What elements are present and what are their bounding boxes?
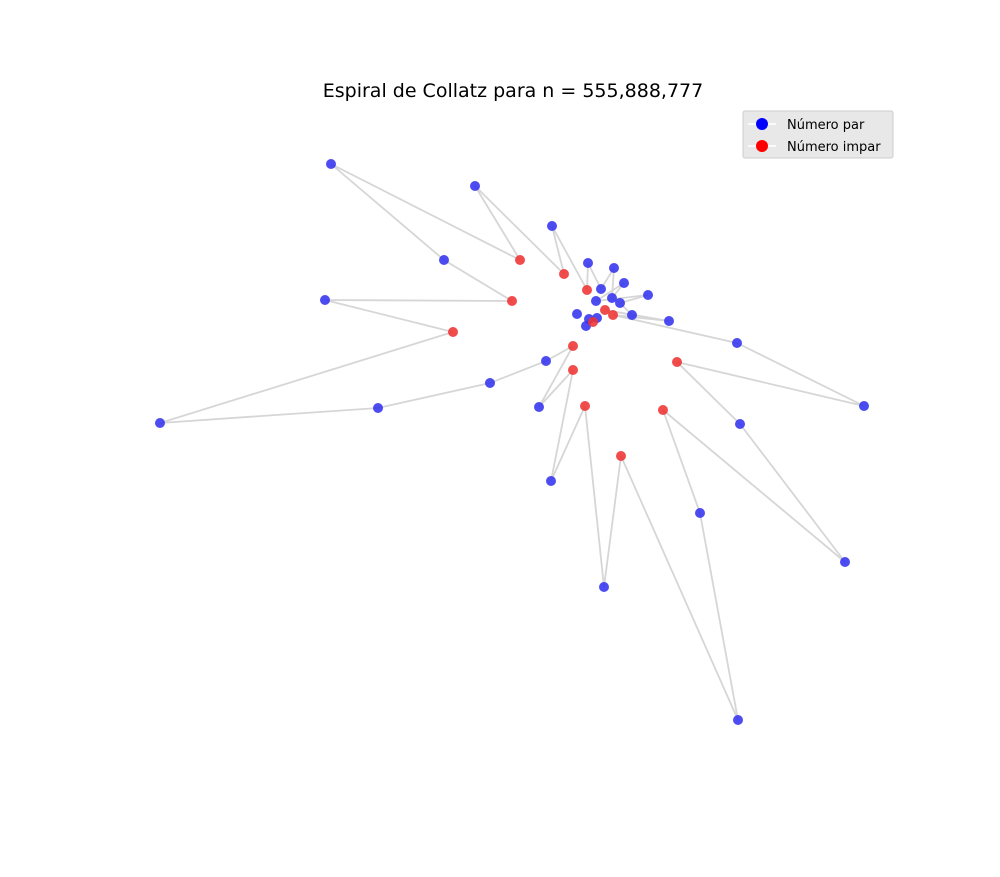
point-odd [588, 317, 598, 327]
point-even [607, 293, 617, 303]
point-odd [582, 285, 592, 295]
path-segment [620, 455, 739, 721]
path-segment [676, 361, 865, 407]
point-even [599, 582, 609, 592]
point-even [596, 284, 606, 294]
point-even [439, 255, 449, 265]
path-segment [324, 299, 513, 302]
point-even [840, 557, 850, 567]
point-even [619, 278, 629, 288]
point-odd [568, 365, 578, 375]
point-even [534, 402, 544, 412]
chart-title: Espiral de Collatz para n = 555,888,777 [323, 80, 703, 102]
point-even [732, 338, 742, 348]
legend-marker-even [756, 118, 768, 130]
path-segment [612, 314, 670, 322]
point-even [627, 310, 637, 320]
path-segment [330, 163, 445, 261]
path-segment [159, 407, 379, 424]
point-even [373, 403, 383, 413]
path-segment [538, 369, 574, 408]
path-segment [330, 163, 521, 261]
path-segment [676, 361, 741, 425]
point-odd [608, 310, 618, 320]
point-odd [507, 296, 517, 306]
point-even [615, 298, 625, 308]
point-odd [568, 341, 578, 351]
point-even [643, 290, 653, 300]
data-points [155, 159, 869, 725]
point-odd [672, 357, 682, 367]
path-segment [489, 360, 547, 384]
point-odd [580, 401, 590, 411]
point-even [485, 378, 495, 388]
path-segment [324, 299, 454, 333]
path-segment [551, 225, 565, 275]
path-segment [739, 423, 846, 563]
point-odd [600, 305, 610, 315]
point-odd [515, 255, 525, 265]
point-odd [658, 405, 668, 415]
path-segment [551, 225, 588, 291]
path-segment [699, 512, 739, 721]
point-odd [616, 451, 626, 461]
point-even [609, 263, 619, 273]
legend: Número par Número impar [742, 110, 894, 159]
path-segment [584, 405, 605, 588]
path-segment [474, 185, 521, 261]
point-even [695, 508, 705, 518]
path-segment [736, 342, 865, 407]
point-even [155, 418, 165, 428]
point-even [326, 159, 336, 169]
legend-label-odd: Número impar [787, 140, 881, 155]
point-odd [559, 269, 569, 279]
path-segment [538, 345, 574, 408]
point-even [546, 476, 556, 486]
point-odd [448, 327, 458, 337]
legend-marker-odd [756, 140, 768, 152]
path-segment [443, 259, 513, 302]
path-segment [595, 282, 625, 302]
point-even [591, 296, 601, 306]
connecting-lines [159, 163, 865, 721]
path-segment [159, 331, 454, 424]
legend-box [742, 110, 894, 159]
point-even [859, 401, 869, 411]
point-even [572, 309, 582, 319]
legend-label-even: Número par [787, 118, 865, 133]
path-segment [603, 455, 622, 588]
path-segment [550, 405, 586, 482]
path-segment [662, 409, 701, 514]
point-even [541, 356, 551, 366]
point-even [733, 715, 743, 725]
point-even [735, 419, 745, 429]
point-even [583, 258, 593, 268]
point-even [547, 221, 557, 231]
path-segment [545, 345, 574, 362]
path-segment [474, 185, 565, 275]
point-even [664, 316, 674, 326]
path-segment [550, 369, 574, 482]
path-segment [595, 294, 649, 302]
path-segment [377, 382, 491, 409]
point-even [470, 181, 480, 191]
path-segment [611, 267, 615, 299]
path-segment [662, 409, 846, 563]
point-even [320, 295, 330, 305]
